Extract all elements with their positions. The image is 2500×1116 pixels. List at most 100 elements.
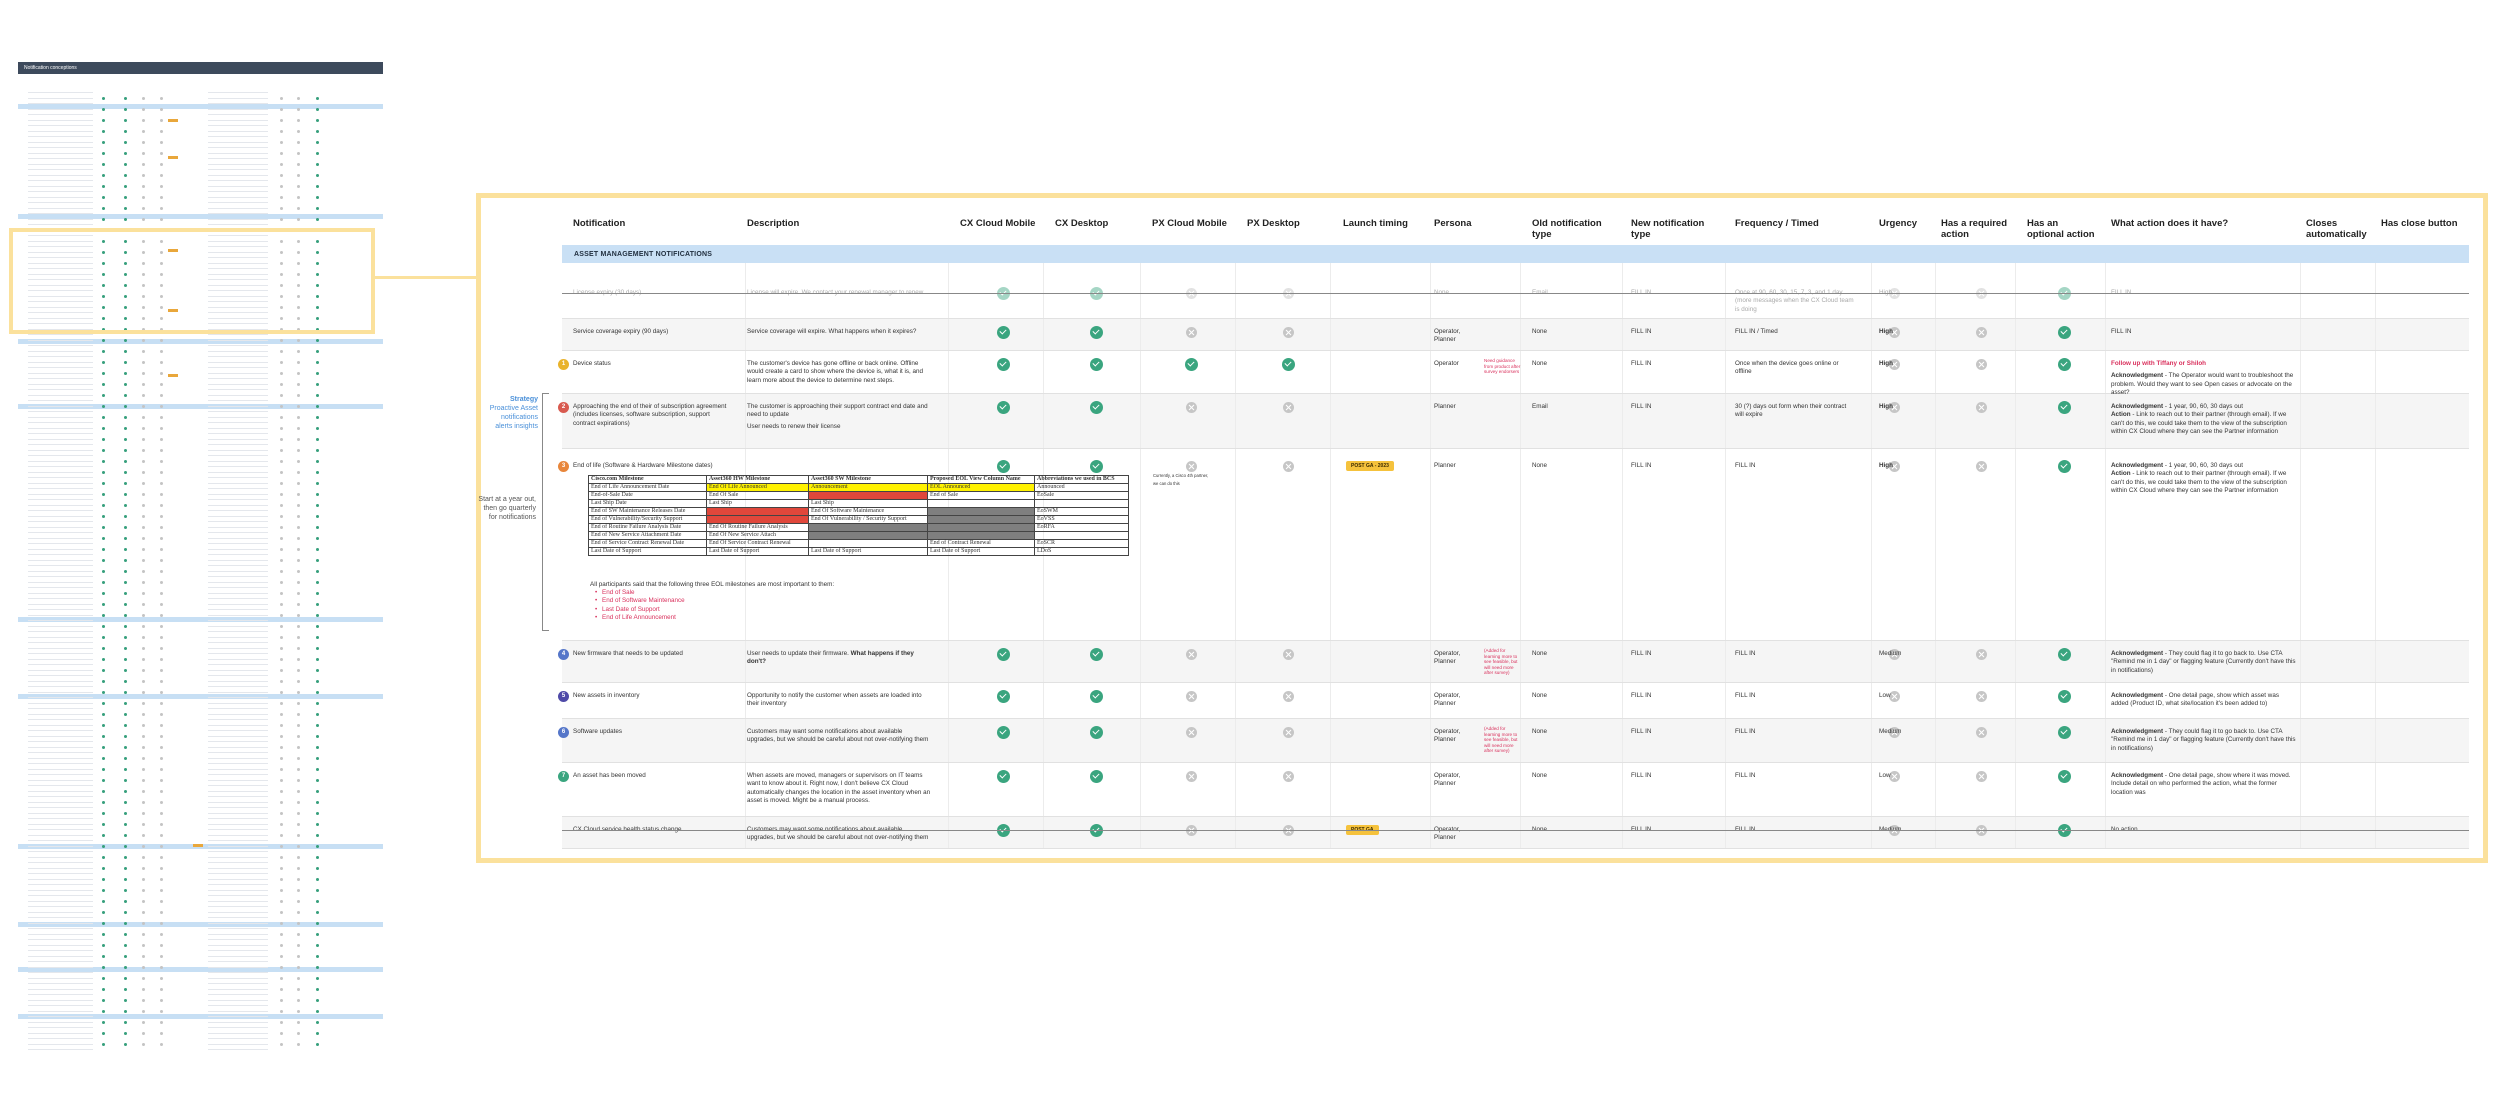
cross-icon — [297, 812, 300, 815]
overview-text-line — [53, 175, 93, 176]
cross-icon — [160, 460, 163, 463]
overview-text-line — [28, 741, 58, 742]
check-icon — [316, 724, 319, 727]
overview-text-line — [208, 697, 268, 698]
overview-text-line — [208, 428, 268, 429]
table-row[interactable] — [562, 816, 2469, 848]
cross-icon — [142, 262, 145, 265]
overview-section-band — [18, 694, 383, 699]
cross-icon — [160, 790, 163, 793]
overview-text-line — [208, 648, 268, 649]
eol-milestone-table: Cisco.com Milestone Asset360 HW Milestone… — [588, 475, 1129, 556]
overview-thumbnail[interactable]: Notification conceptions — [18, 62, 383, 1062]
cross-icon — [280, 889, 283, 892]
cross-icon — [1186, 402, 1197, 413]
cross-icon — [1186, 327, 1197, 338]
persona-note: Need guidance from product after survey … — [1484, 358, 1521, 375]
overview-text-line — [208, 499, 268, 500]
overview-text-line — [53, 923, 93, 924]
check-icon — [124, 592, 127, 595]
overview-text-line — [53, 439, 93, 440]
cross-icon — [280, 900, 283, 903]
overview-text-line — [208, 285, 268, 286]
check-icon — [124, 900, 127, 903]
overview-text-line — [208, 521, 268, 522]
check-icon — [102, 680, 105, 683]
cross-icon — [280, 647, 283, 650]
cross-icon — [297, 427, 300, 430]
overview-text-line — [208, 169, 268, 170]
cross-icon — [1186, 691, 1197, 702]
row-number-badge: 7 — [558, 771, 569, 782]
action-kind: Acknowledgment — [2111, 403, 2164, 410]
overview-text-line — [28, 994, 58, 995]
check-icon — [102, 746, 105, 749]
old-type-value: Email — [1532, 289, 1612, 297]
cross-icon — [280, 251, 283, 254]
notification-description: Opportunity to notify the customer when … — [747, 692, 922, 708]
check-icon — [316, 757, 319, 760]
old-type-value: None — [1532, 772, 1548, 779]
cross-icon — [142, 1010, 145, 1013]
check-icon — [316, 592, 319, 595]
overview-text-line — [208, 274, 268, 275]
check-icon — [102, 218, 105, 221]
cross-icon — [142, 427, 145, 430]
cross-icon — [297, 867, 300, 870]
overview-text-line — [28, 714, 58, 715]
overview-text-line — [28, 164, 58, 165]
table-row[interactable] — [562, 640, 2469, 682]
overview-text-line — [53, 307, 93, 308]
check-icon — [102, 999, 105, 1002]
eol-cell: Last Date of Support — [706, 547, 809, 556]
cross-icon — [280, 614, 283, 617]
notification-name: End of life (Software & Hardware Milesto… — [573, 462, 713, 469]
overview-text-line — [208, 296, 268, 297]
overview-text-line — [53, 747, 93, 748]
eol-cell: End Of Software Maintenance — [808, 507, 928, 516]
cross-icon — [1186, 727, 1197, 738]
cross-icon — [1976, 461, 1987, 472]
check-icon — [124, 350, 127, 353]
overview-text-line — [208, 791, 268, 792]
new-type-value: FILL IN — [1631, 728, 1652, 735]
check-icon — [316, 834, 319, 837]
check-icon — [1090, 648, 1103, 661]
overview-text-line — [28, 598, 58, 599]
old-type-value: None — [1532, 650, 1548, 657]
check-icon — [124, 955, 127, 958]
action-kind: Acknowledgment — [2111, 372, 2164, 380]
overview-text-line — [28, 620, 58, 621]
eol-list-item: End of Life Announcement — [595, 614, 685, 623]
check-icon — [316, 988, 319, 991]
overview-text-line — [208, 895, 268, 896]
cross-icon — [297, 614, 300, 617]
check-icon — [102, 273, 105, 276]
column-divider — [745, 263, 746, 848]
cross-icon — [142, 955, 145, 958]
table-row[interactable] — [562, 393, 2469, 448]
overview-text-line — [208, 615, 268, 616]
overview-text-line — [28, 549, 58, 550]
overview-text-line — [208, 395, 268, 396]
check-icon — [316, 603, 319, 606]
column-divider — [2375, 263, 2376, 848]
cross-icon — [280, 328, 283, 331]
check-icon — [316, 823, 319, 826]
overview-text-line — [208, 466, 268, 467]
overview-text-line — [53, 719, 93, 720]
strategy-body: Proactive Asset notifications alerts ins… — [489, 405, 538, 430]
action-kind: Acknowledgment — [2111, 650, 2164, 657]
check-icon — [124, 339, 127, 342]
eol-header-cell: Asset360 HW Milestone — [706, 475, 809, 484]
overview-text-line — [28, 631, 58, 632]
table-row[interactable] — [562, 718, 2469, 762]
overview-text-line — [53, 1005, 93, 1006]
overview-text-line — [53, 543, 93, 544]
cross-icon — [142, 845, 145, 848]
table-row[interactable] — [562, 318, 2469, 350]
col-cx-desktop: CX Desktop — [1055, 218, 1109, 229]
check-icon — [316, 878, 319, 881]
overview-text-line — [53, 703, 93, 704]
overview-text-line — [28, 516, 58, 517]
